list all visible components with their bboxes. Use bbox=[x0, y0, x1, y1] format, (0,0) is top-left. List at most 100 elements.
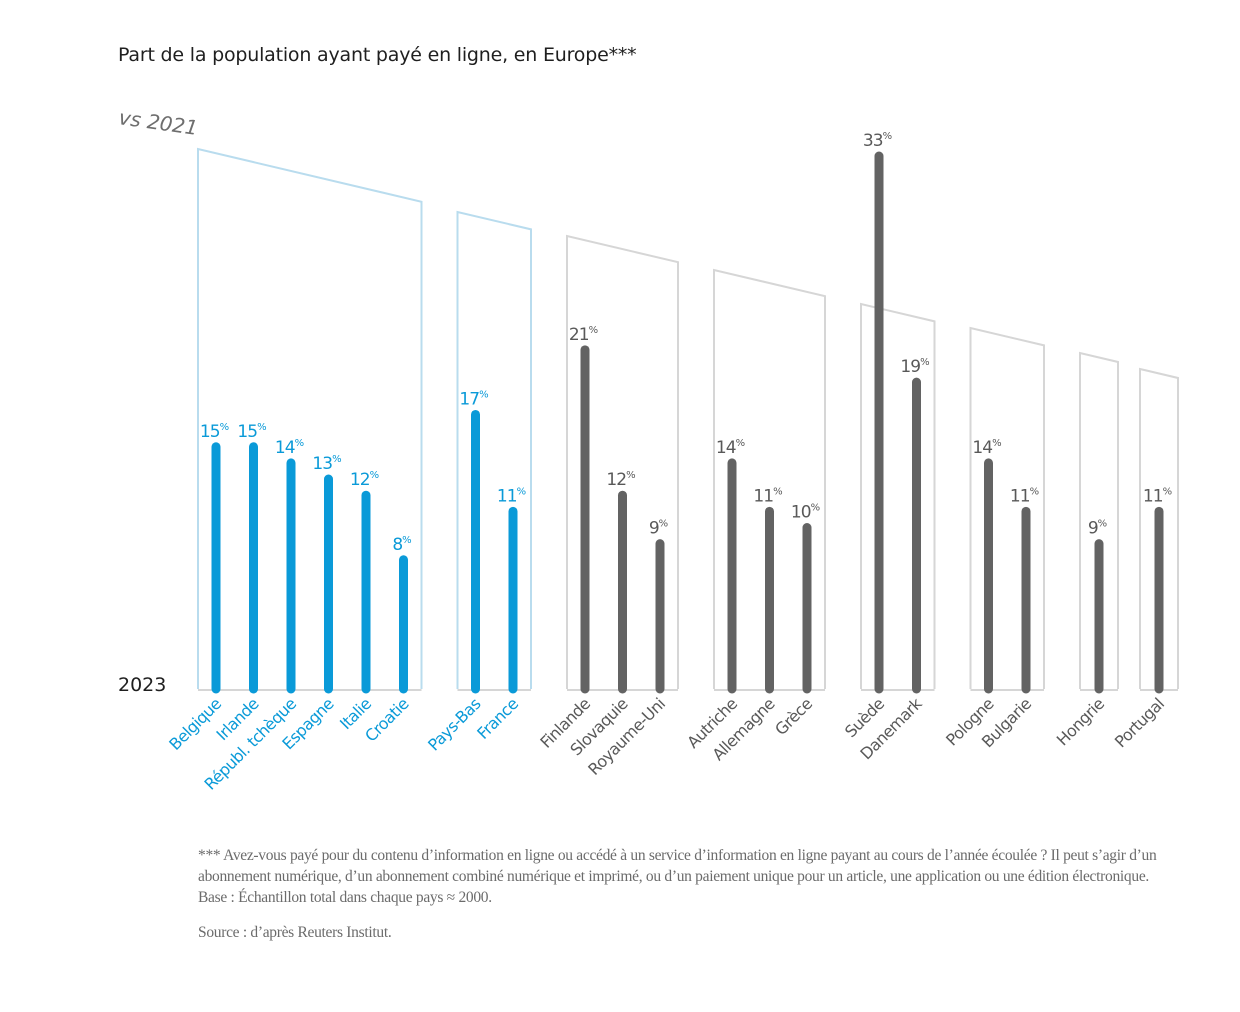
group-bracket bbox=[566, 234, 679, 689]
country-label: Pays-Bas bbox=[424, 694, 484, 754]
value-suffix: % bbox=[626, 470, 635, 481]
bar-base bbox=[324, 683, 333, 689]
country-label: Grèce bbox=[771, 694, 816, 739]
group-bracket bbox=[1139, 367, 1179, 689]
bar-base bbox=[1154, 683, 1164, 689]
bar-base bbox=[912, 683, 921, 689]
value-label: 13% bbox=[312, 454, 341, 474]
group-bracket bbox=[713, 268, 826, 689]
value-number: 17 bbox=[459, 389, 479, 409]
country-group: 17% Pays-Bas 11% France bbox=[424, 210, 532, 755]
group-bracket bbox=[456, 210, 532, 689]
country-label: Belgique bbox=[165, 694, 225, 754]
value-label: 14% bbox=[275, 438, 304, 458]
value-number: 9 bbox=[1088, 519, 1098, 539]
group-bracket bbox=[197, 147, 423, 689]
chart-svg: vs 2021 2023 15%Belgique15%Irlande14%Rép… bbox=[117, 105, 1179, 794]
bar-base bbox=[211, 683, 221, 689]
value-label: 11% bbox=[1010, 486, 1039, 506]
value-label: 17% bbox=[459, 389, 488, 409]
value-suffix: % bbox=[659, 519, 668, 530]
value-number: 14 bbox=[275, 438, 295, 458]
bar-base bbox=[727, 683, 737, 689]
value-number: 15 bbox=[237, 422, 257, 442]
value-label: 11% bbox=[1143, 486, 1172, 506]
bar-base bbox=[1094, 683, 1104, 689]
value-number: 11 bbox=[497, 486, 517, 506]
value-number: 13 bbox=[312, 454, 332, 474]
value-label: 9% bbox=[649, 519, 668, 539]
value-label: 19% bbox=[900, 357, 929, 377]
group-bracket bbox=[1079, 351, 1119, 689]
bar-base bbox=[618, 683, 627, 689]
value-number: 14 bbox=[716, 438, 736, 458]
value-suffix: % bbox=[220, 422, 229, 433]
value-label: 12% bbox=[606, 470, 635, 490]
value-suffix: % bbox=[370, 470, 379, 481]
group-bracket bbox=[860, 302, 936, 689]
value-label: 8% bbox=[392, 535, 411, 555]
value-suffix: % bbox=[1098, 519, 1107, 530]
value-label: 11% bbox=[497, 486, 526, 506]
value-suffix: % bbox=[1030, 486, 1039, 497]
bar-base bbox=[874, 683, 884, 689]
value-suffix: % bbox=[883, 131, 892, 142]
value-label: 14% bbox=[972, 438, 1001, 458]
change-axis-label: vs 2021 bbox=[117, 105, 199, 140]
baseline-label: 2023 bbox=[118, 674, 166, 696]
value-number: 11 bbox=[753, 486, 773, 506]
value-suffix: % bbox=[257, 422, 266, 433]
value-suffix: % bbox=[332, 454, 341, 465]
value-suffix: % bbox=[479, 389, 488, 400]
country-label: Hongrie bbox=[1053, 694, 1108, 749]
country-group: 11% Portugal bbox=[1111, 367, 1179, 751]
value-number: 15 bbox=[200, 422, 220, 442]
value-suffix: % bbox=[295, 438, 304, 449]
value-number: 11 bbox=[1143, 486, 1163, 506]
value-label: 33% bbox=[863, 131, 892, 151]
value-number: 21 bbox=[569, 325, 589, 345]
bar-base bbox=[580, 683, 590, 689]
bar-base bbox=[286, 683, 296, 689]
bar-base bbox=[765, 683, 774, 689]
bar-base bbox=[249, 683, 258, 689]
value-label: 15% bbox=[237, 422, 266, 442]
value-suffix: % bbox=[992, 438, 1001, 449]
value-label: 14% bbox=[716, 438, 745, 458]
group-bracket bbox=[969, 326, 1045, 689]
bar-base bbox=[984, 683, 993, 689]
value-suffix: % bbox=[589, 325, 598, 336]
value-number: 33 bbox=[863, 131, 883, 151]
bar-base bbox=[1021, 683, 1031, 689]
bar-base bbox=[508, 683, 518, 689]
source-note: Source : d’après Reuters Institut. bbox=[198, 924, 392, 941]
value-number: 8 bbox=[392, 535, 402, 555]
value-label: 21% bbox=[569, 325, 598, 345]
country-label: Portugal bbox=[1111, 694, 1168, 751]
value-number: 12 bbox=[606, 470, 626, 490]
value-number: 10 bbox=[791, 503, 811, 523]
bar-base bbox=[361, 683, 371, 689]
value-number: 11 bbox=[1010, 486, 1030, 506]
bar-base bbox=[471, 683, 480, 689]
value-label: 15% bbox=[200, 422, 229, 442]
footnote: *** Avez-vous payé pour du contenu d’inf… bbox=[198, 847, 1157, 906]
bar-base bbox=[802, 683, 812, 689]
value-number: 14 bbox=[972, 438, 992, 458]
value-suffix: % bbox=[773, 486, 782, 497]
value-suffix: % bbox=[811, 503, 820, 514]
value-suffix: % bbox=[920, 357, 929, 368]
country-group: 9% Hongrie bbox=[1053, 351, 1119, 749]
country-label: France bbox=[473, 694, 522, 743]
value-suffix: % bbox=[1163, 486, 1172, 497]
value-label: 10% bbox=[791, 503, 820, 523]
value-suffix: % bbox=[402, 535, 411, 546]
value-suffix: % bbox=[736, 438, 745, 449]
value-number: 12 bbox=[350, 470, 370, 490]
